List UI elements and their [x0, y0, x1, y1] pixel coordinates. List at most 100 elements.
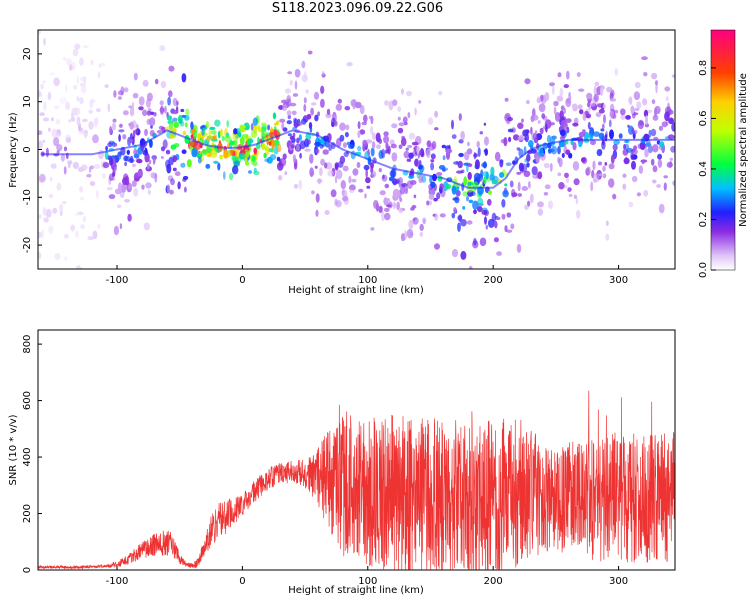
spectrogram-blob [144, 128, 148, 137]
spectrogram-blob [168, 156, 174, 166]
spectrogram-blob [636, 192, 642, 197]
spectrogram-blob [575, 197, 579, 205]
spectrogram-blob [149, 129, 155, 137]
spectrogram-blob [190, 121, 194, 130]
spectrogram-blob [468, 199, 474, 204]
spectrogram-blob [411, 141, 419, 146]
spectrogram-blob [172, 109, 179, 115]
spectrogram-blob [117, 96, 122, 100]
spectrogram-blob [490, 166, 495, 176]
spectrogram-blob [286, 120, 292, 125]
spectrogram-x-tick-label: 0 [239, 275, 245, 286]
spectrogram-blob [628, 201, 634, 208]
spectrogram-blob [141, 184, 145, 190]
spectrogram-blob [69, 64, 73, 71]
spectrogram-blob [131, 180, 137, 187]
spectrogram-blob [296, 137, 300, 144]
spectrogram-blob [383, 207, 390, 212]
spectrogram-blob [253, 147, 257, 154]
spectrogram-blob [334, 164, 339, 171]
spectrogram-blob [381, 148, 386, 159]
spectrogram-blob [483, 149, 488, 153]
spectrogram-blob [284, 171, 288, 176]
spectrogram-blob [560, 119, 568, 128]
spectrogram-blob [82, 215, 86, 223]
spectrogram-blob [609, 110, 615, 119]
spectrogram-blob [539, 127, 544, 134]
spectrogram-blob [92, 230, 98, 240]
spectrogram-blob [408, 175, 415, 179]
spectrogram-blob [146, 163, 150, 170]
spectrogram-blob [128, 158, 135, 163]
spectrogram-blob [189, 140, 197, 147]
spectrogram-blob [292, 154, 296, 163]
spectrogram-blob [113, 225, 119, 236]
spectrogram-blob [648, 129, 652, 138]
spectrogram-blob [652, 179, 657, 184]
spectrogram-blob [100, 62, 106, 67]
spectrogram-blob [153, 112, 157, 117]
spectrogram-blob [276, 143, 282, 153]
spectrogram-blob [253, 170, 260, 176]
spectrogram-blob [522, 129, 529, 137]
spectrogram-blob [565, 149, 571, 155]
spectrogram-blob [639, 141, 646, 151]
spectrogram-blob [159, 100, 164, 106]
spectrogram-blob [42, 139, 46, 143]
spectrogram-blob [425, 148, 431, 158]
spectrogram-blob [545, 123, 548, 133]
spectrogram-blob [79, 276, 85, 279]
spectrogram-blob [281, 99, 287, 104]
spectrogram-blob [364, 193, 367, 199]
spectrogram-blob [612, 193, 617, 200]
spectrogram-blob [371, 171, 377, 178]
spectrogram-blob [206, 121, 209, 129]
spectrogram-blob [657, 159, 663, 168]
spectrogram-blob [185, 108, 190, 116]
spectrogram-blob [651, 72, 658, 80]
spectrogram-blob [521, 118, 524, 123]
spectrogram-blob [408, 152, 414, 159]
spectrogram-blob [399, 197, 403, 203]
spectrogram-blob [654, 80, 659, 86]
snr-panel: -100 0 100 200 300 800 600 400 200 0 Height of st… [8, 329, 676, 596]
spectrogram-blob [47, 92, 52, 101]
spectrogram-blob [214, 119, 221, 127]
spectrogram-blob [638, 165, 644, 174]
spectrogram-blob [559, 110, 564, 120]
spectrogram-blob [613, 109, 619, 114]
spectrogram-blob [301, 74, 308, 83]
spectrogram-blob [640, 159, 648, 163]
spectrogram-blob [593, 86, 597, 96]
spectrogram-blob [601, 123, 605, 130]
spectrogram-blob [93, 164, 101, 169]
spectrogram-blob [415, 218, 420, 222]
spectrogram-blob [504, 97, 509, 102]
spectrogram-blob [80, 83, 87, 94]
spectrogram-blob [117, 204, 122, 209]
spectrogram-blob [499, 172, 505, 178]
spectrogram-blob [578, 88, 585, 92]
spectrogram-blob [520, 163, 528, 173]
spectrogram-blob [564, 172, 569, 178]
spectrogram-blob [489, 173, 495, 181]
spectrogram-blob [293, 162, 298, 170]
spectrogram-blob [43, 101, 47, 111]
spectrogram-blob [306, 113, 312, 120]
spectrogram-blob [51, 117, 54, 122]
spectrogram-blob [138, 106, 144, 111]
spectrogram-blob [38, 0, 41, 4]
spectrogram-blob [213, 160, 219, 164]
spectrogram-blob [384, 100, 389, 106]
spectrogram-blob [74, 212, 79, 217]
spectrogram-blob [392, 188, 400, 199]
snr-x-tick-label: 100 [358, 576, 377, 587]
spectrogram-blob [234, 160, 241, 167]
spectrogram-blob [109, 126, 112, 135]
spectrogram-blob [167, 96, 172, 106]
spectrogram-blob [652, 144, 659, 153]
spectrogram-blob [543, 192, 549, 196]
spectrogram-blob [366, 185, 371, 189]
spectrogram-blob [56, 118, 61, 125]
